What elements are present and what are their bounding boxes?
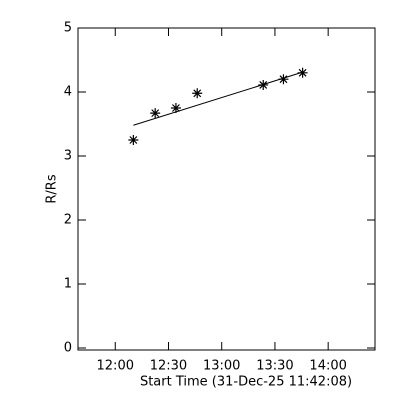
data-point — [150, 108, 161, 119]
data-point — [170, 103, 181, 113]
y-tick-label: 0 — [64, 341, 72, 356]
data-point — [128, 135, 139, 145]
y-tick-label: 1 — [64, 277, 72, 292]
x-tick-label: 13:30 — [256, 359, 293, 374]
x-tick-label: 12:30 — [150, 359, 187, 374]
y-tick-label: 4 — [64, 85, 72, 100]
y-axis-label: R/Rs — [45, 174, 60, 203]
data-point — [258, 79, 269, 90]
x-axis-label: Start Time (31-Dec-25 11:42:08) — [140, 375, 352, 390]
x-tick-label: 14:00 — [309, 359, 346, 374]
x-tick-label: 12:00 — [97, 359, 134, 374]
data-point — [278, 74, 289, 85]
y-tick-label: 5 — [64, 21, 72, 36]
y-tick-label: 2 — [64, 213, 72, 228]
fit-line — [133, 71, 303, 126]
data-point — [192, 88, 203, 99]
y-tick-label: 3 — [64, 149, 72, 164]
x-tick-label: 13:00 — [203, 359, 240, 374]
plot-frame — [77, 27, 376, 351]
data-point — [297, 67, 308, 78]
